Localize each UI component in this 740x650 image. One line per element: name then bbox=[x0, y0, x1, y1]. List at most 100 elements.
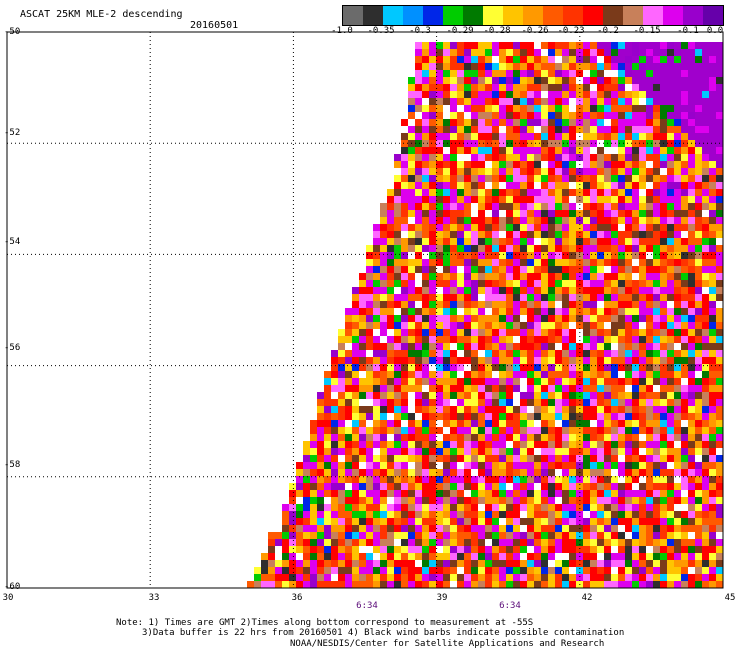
swath-cell bbox=[576, 322, 583, 329]
swath-cell bbox=[660, 427, 667, 434]
swath-cell bbox=[562, 371, 569, 378]
swath-cell bbox=[457, 301, 464, 308]
swath-cell bbox=[618, 469, 625, 476]
swath-cell bbox=[681, 385, 688, 392]
swath-cell bbox=[562, 231, 569, 238]
swath-cell bbox=[555, 63, 562, 70]
swath-cell bbox=[387, 308, 394, 315]
swath-cell bbox=[660, 378, 667, 385]
swath-cell bbox=[562, 350, 569, 357]
swath-cell bbox=[653, 301, 660, 308]
swath-cell bbox=[569, 217, 576, 224]
swath-cell bbox=[415, 266, 422, 273]
swath-cell bbox=[422, 70, 429, 77]
swath-cell bbox=[660, 98, 667, 105]
swath-cell bbox=[331, 378, 338, 385]
swath-cell bbox=[653, 532, 660, 539]
swath-cell bbox=[387, 476, 394, 483]
swath-cell bbox=[499, 266, 506, 273]
swath-cell bbox=[359, 490, 366, 497]
swath-cell bbox=[569, 98, 576, 105]
swath-cell bbox=[352, 357, 359, 364]
swath-cell bbox=[611, 315, 618, 322]
swath-cell bbox=[254, 574, 261, 581]
swath-cell bbox=[709, 469, 716, 476]
swath-cell bbox=[674, 329, 681, 336]
swath-cell bbox=[667, 455, 674, 462]
swath-cell bbox=[408, 245, 415, 252]
swath-cell bbox=[359, 567, 366, 574]
swath-cell bbox=[681, 462, 688, 469]
swath-cell bbox=[709, 56, 716, 63]
swath-cell bbox=[583, 497, 590, 504]
swath-cell bbox=[387, 574, 394, 581]
swath-cell bbox=[457, 224, 464, 231]
swath-cell bbox=[352, 329, 359, 336]
swath-cell bbox=[548, 441, 555, 448]
swath-cell bbox=[597, 231, 604, 238]
swath-cell bbox=[667, 350, 674, 357]
swath-cell bbox=[702, 231, 709, 238]
swath-cell bbox=[660, 399, 667, 406]
swath-cell bbox=[485, 175, 492, 182]
swath-cell bbox=[681, 378, 688, 385]
swath-cell bbox=[513, 238, 520, 245]
swath-cell bbox=[695, 154, 702, 161]
swath-cell bbox=[604, 385, 611, 392]
swath-cell bbox=[597, 399, 604, 406]
swath-cell bbox=[709, 350, 716, 357]
swath-cell bbox=[422, 91, 429, 98]
swath-cell bbox=[681, 350, 688, 357]
swath-cell bbox=[492, 490, 499, 497]
swath-cell bbox=[527, 539, 534, 546]
swath-cell bbox=[590, 476, 597, 483]
swath-cell bbox=[380, 385, 387, 392]
swath-cell bbox=[534, 581, 541, 588]
swath-cell bbox=[499, 385, 506, 392]
swath-cell bbox=[583, 511, 590, 518]
swath-cell bbox=[492, 539, 499, 546]
swath-cell bbox=[429, 140, 436, 147]
swath-cell bbox=[709, 364, 716, 371]
swath-cell bbox=[520, 364, 527, 371]
swath-cell bbox=[625, 140, 632, 147]
swath-cell bbox=[310, 539, 317, 546]
swath-cell bbox=[625, 266, 632, 273]
swath-cell bbox=[716, 476, 723, 483]
swath-cell bbox=[387, 406, 394, 413]
swath-cell bbox=[590, 196, 597, 203]
swath-cell bbox=[597, 252, 604, 259]
swath-cell bbox=[695, 364, 702, 371]
swath-cell bbox=[625, 98, 632, 105]
swath-cell bbox=[401, 364, 408, 371]
swath-cell bbox=[366, 301, 373, 308]
swath-cell bbox=[450, 399, 457, 406]
swath-cell bbox=[667, 161, 674, 168]
swath-cell bbox=[324, 427, 331, 434]
swath-cell bbox=[492, 203, 499, 210]
swath-cell bbox=[646, 301, 653, 308]
swath-cell bbox=[436, 427, 443, 434]
swath-cell bbox=[303, 490, 310, 497]
swath-cell bbox=[485, 126, 492, 133]
swath-cell bbox=[380, 574, 387, 581]
swath-cell bbox=[716, 133, 723, 140]
swath-cell bbox=[471, 371, 478, 378]
swath-cell bbox=[611, 413, 618, 420]
swath-cell bbox=[457, 476, 464, 483]
swath-cell bbox=[709, 203, 716, 210]
swath-cell bbox=[653, 504, 660, 511]
swath-cell bbox=[387, 399, 394, 406]
swath-cell bbox=[331, 560, 338, 567]
swath-cell bbox=[541, 399, 548, 406]
swath-cell bbox=[618, 497, 625, 504]
swath-cell bbox=[548, 301, 555, 308]
swath-cell bbox=[639, 98, 646, 105]
swath-cell bbox=[674, 455, 681, 462]
swath-cell bbox=[660, 49, 667, 56]
swath-cell bbox=[443, 119, 450, 126]
swath-cell bbox=[695, 448, 702, 455]
swath-cell bbox=[436, 147, 443, 154]
swath-cell bbox=[632, 539, 639, 546]
swath-cell bbox=[702, 140, 709, 147]
